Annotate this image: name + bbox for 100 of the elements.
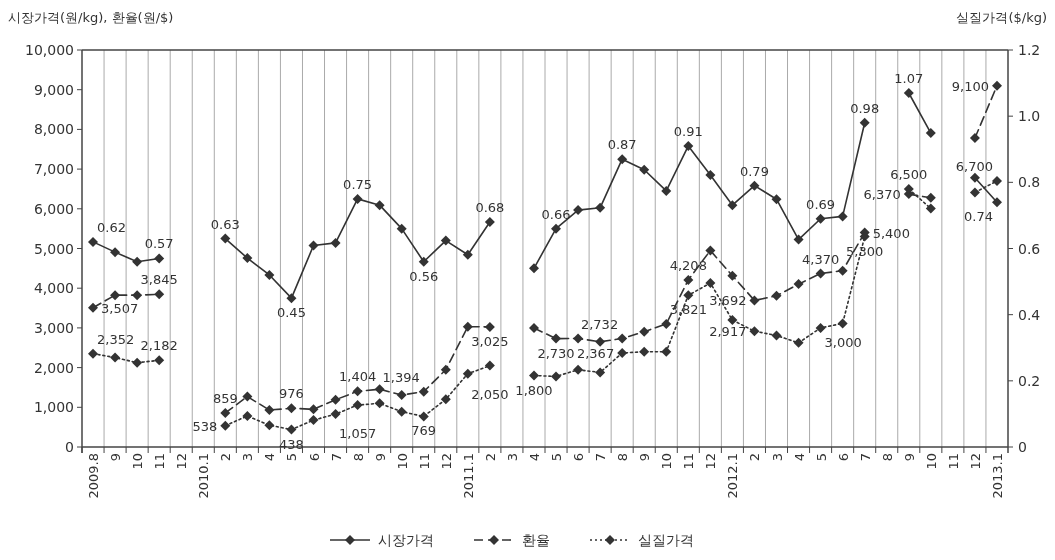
point (374, 398, 385, 409)
data-label: 0.75 (343, 176, 373, 192)
x-tick-label: 3 (240, 453, 256, 462)
point (286, 424, 297, 435)
point (264, 420, 275, 431)
point (418, 411, 429, 422)
point (815, 322, 826, 333)
point (771, 290, 782, 301)
point (88, 302, 99, 313)
point (440, 394, 451, 405)
point (705, 278, 716, 289)
data-label: 0.74 (964, 209, 993, 225)
point (484, 321, 495, 332)
x-tick-label: 7 (593, 453, 609, 462)
point (617, 333, 628, 344)
data-label: 2,730 (537, 345, 575, 361)
y2-tick-label: 1.0 (1018, 108, 1041, 125)
point (793, 337, 804, 348)
point (396, 223, 407, 234)
x-tick-label: 2013.1 (989, 453, 1005, 499)
data-label: 1,394 (382, 369, 420, 385)
point (242, 391, 253, 402)
point (264, 405, 275, 416)
point (88, 348, 99, 359)
x-tick-label: 2 (482, 453, 498, 462)
point (683, 290, 694, 301)
point (374, 200, 385, 211)
y-tick-label: 6,000 (33, 200, 74, 217)
x-tick-label: 6 (571, 453, 587, 462)
data-label: 0.91 (673, 123, 703, 139)
point (330, 409, 341, 420)
point (727, 315, 738, 326)
x-tick-label: 2 (747, 453, 763, 462)
data-label: 3,821 (669, 302, 707, 318)
point (991, 197, 1002, 208)
data-label: 0.63 (210, 216, 240, 232)
data-label: 0.68 (475, 200, 505, 216)
y2-axis-title: 실질가격($/kg) (956, 10, 1047, 25)
x-tick-label: 5 (549, 453, 565, 462)
data-label: 3,507 (101, 300, 139, 316)
x-tick-label: 11 (945, 453, 961, 470)
point (749, 180, 760, 191)
data-label: 538 (192, 418, 218, 434)
point (440, 235, 451, 246)
data-label: 0.56 (409, 268, 439, 284)
x-tick-label: 2011.1 (460, 453, 476, 499)
x-tick-label: 9 (108, 453, 124, 462)
x-tick-label: 12 (967, 453, 983, 470)
data-label: 6,500 (890, 166, 928, 182)
data-label: 9,100 (951, 78, 989, 94)
data-label: 2,732 (580, 316, 619, 332)
x-tick-label: 10 (659, 453, 675, 470)
data-label: 0.62 (97, 219, 126, 235)
point (154, 289, 165, 300)
x-tick-label: 11 (152, 453, 168, 470)
x-tick-label: 8 (615, 453, 631, 462)
point (528, 323, 539, 334)
y-tick-label: 0 (65, 439, 74, 455)
point (573, 333, 584, 344)
point (418, 386, 429, 397)
data-label: 2,367 (576, 346, 615, 362)
point (771, 330, 782, 341)
point (484, 217, 495, 228)
point (132, 357, 143, 368)
point (286, 293, 297, 304)
point (661, 185, 672, 196)
point (220, 233, 231, 244)
x-tick-label: 12 (438, 453, 454, 470)
data-label: 0.98 (850, 100, 880, 116)
point (683, 140, 694, 151)
point (727, 200, 738, 211)
point (308, 240, 319, 251)
x-tick-label: 3 (504, 453, 520, 462)
point (903, 88, 914, 99)
point (639, 164, 650, 175)
x-tick-label: 7 (328, 453, 344, 462)
y2-tick-label: 1.2 (1018, 42, 1041, 58)
x-tick-label: 9 (901, 453, 917, 462)
data-label: 976 (279, 386, 304, 402)
legend-label: 시장가격 (378, 532, 434, 548)
y-tick-label: 8,000 (33, 121, 74, 138)
x-tick-label: 10 (130, 453, 146, 470)
point (308, 415, 319, 426)
data-label: 6,370 (863, 187, 901, 203)
data-label: 3,000 (824, 334, 862, 350)
point (308, 404, 319, 415)
point (815, 268, 826, 279)
y2-tick-label: 0.4 (1018, 306, 1041, 323)
point (925, 128, 936, 139)
point (132, 256, 143, 267)
point (528, 370, 539, 381)
data-label: 1.07 (894, 71, 924, 87)
data-label: 0.57 (144, 236, 174, 252)
y-axis-title: 시장가격(원/kg), 환율(원/$) (8, 10, 174, 25)
point (925, 203, 936, 214)
y-tick-label: 9,000 (33, 81, 74, 98)
point (815, 213, 826, 224)
point (793, 279, 804, 290)
x-tick-label: 4 (791, 453, 807, 462)
x-tick-label: 8 (350, 453, 366, 462)
